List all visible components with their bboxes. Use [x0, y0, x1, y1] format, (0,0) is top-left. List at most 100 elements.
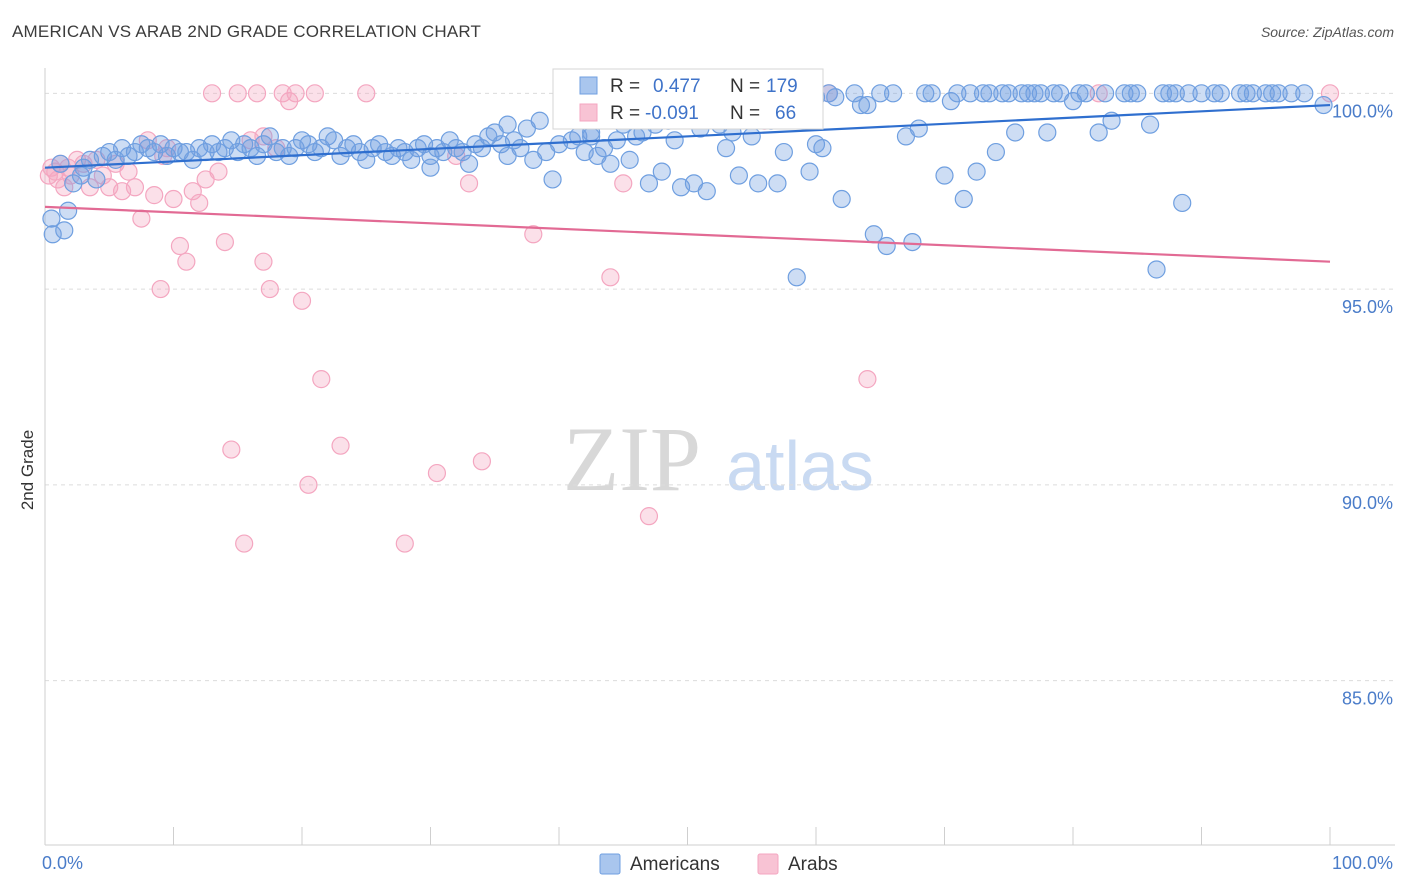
- arabs-point-46: [312, 370, 331, 389]
- arabs-point-5: [55, 178, 74, 197]
- axes: [44, 68, 1395, 846]
- americans-point-160: [1096, 84, 1115, 103]
- americans-point-36: [260, 127, 279, 146]
- arabs-point-61: [858, 370, 877, 389]
- americans-point-73: [498, 115, 517, 134]
- americans-point-1: [43, 225, 62, 244]
- americans-point-107: [716, 139, 736, 158]
- americans-point-146: [993, 84, 1012, 103]
- americans-swatch: [579, 76, 598, 95]
- americans-point-173: [1211, 84, 1230, 103]
- americans-point-99: [665, 131, 684, 150]
- arabs-point-29: [202, 84, 222, 103]
- americans-point-158: [1076, 84, 1095, 103]
- americans-point-188: [421, 158, 440, 177]
- americans-point-168: [1166, 84, 1185, 103]
- americans-point-170: [1179, 84, 1198, 103]
- americans-point-163: [1121, 84, 1140, 103]
- arabs-point-20: [145, 186, 164, 205]
- arabs-point-47: [331, 436, 350, 455]
- stats-legend-frame: [552, 68, 824, 130]
- arabs-point-34: [235, 534, 254, 553]
- arabs-point-36: [247, 84, 267, 103]
- americans-point-115: [768, 174, 787, 193]
- americans-point-133: [903, 232, 922, 252]
- americans-point-136: [922, 84, 941, 103]
- americans-point-154: [1044, 84, 1063, 103]
- americans-point-152: [1031, 84, 1050, 103]
- americans-point-153: [1038, 123, 1057, 142]
- arabs-point-31: [215, 232, 234, 252]
- arabs-point-21: [151, 279, 170, 299]
- arabs-point-17: [125, 178, 145, 197]
- americans-point-137: [935, 166, 954, 185]
- americans-point-176: [1243, 84, 1263, 103]
- americans-point-183: [1147, 260, 1166, 279]
- arabs-point-52: [459, 174, 479, 193]
- arabs-point-49: [395, 534, 414, 553]
- americans-point-148: [1006, 123, 1025, 142]
- americans-point-125: [832, 189, 851, 209]
- arabs-point-50: [427, 463, 447, 483]
- arabs-point-55: [601, 268, 620, 287]
- legend-arabs-swatch: [757, 853, 779, 875]
- arabs-point-44: [299, 475, 318, 494]
- arabs-point-45: [305, 84, 324, 103]
- americans-point-171: [1192, 84, 1211, 103]
- legend-americans-swatch: [599, 853, 621, 875]
- americans-point-142: [967, 162, 986, 181]
- americans-point-139: [948, 84, 967, 103]
- arabs-point-48: [357, 84, 376, 103]
- americans-point-181: [1295, 84, 1314, 103]
- americans-point-95: [639, 174, 659, 193]
- americans-point-124: [826, 88, 845, 107]
- americans-point-166: [1153, 84, 1173, 103]
- americans-point-3: [55, 221, 74, 240]
- americans-point-78: [530, 111, 549, 130]
- americans-point-89: [601, 154, 620, 173]
- americans-n-label: N =: [730, 76, 760, 97]
- arabs-point-42: [286, 84, 305, 103]
- y-tick-labels: 100.0% 95.0% 90.0% 85.0%: [1332, 101, 1393, 708]
- americans-point-174: [1230, 84, 1250, 103]
- americans-point-4: [59, 201, 78, 220]
- x-tick-label-0: 0.0%: [42, 853, 83, 873]
- y-tick-label-1: 95.0%: [1342, 297, 1393, 317]
- americans-point-144: [980, 84, 999, 103]
- gridlines: [45, 92, 1395, 682]
- americans-point-178: [1263, 84, 1282, 103]
- americans-point-127: [851, 95, 871, 115]
- arabs-point-37: [254, 252, 273, 271]
- americans-point-80: [543, 170, 562, 189]
- arabs-point-54: [524, 225, 543, 244]
- americans-point-116: [774, 142, 793, 162]
- y-tick-label-3: 85.0%: [1342, 689, 1393, 709]
- americans-point-143: [973, 84, 993, 103]
- arabs-point-18: [132, 209, 151, 228]
- y-tick-label-2: 90.0%: [1342, 493, 1393, 513]
- americans-point-162: [1115, 84, 1134, 103]
- arabs-r-value: -0.091: [645, 103, 699, 124]
- americans-point-126: [845, 84, 864, 103]
- americans-n-value: 179: [766, 76, 798, 97]
- americans-point-187: [498, 146, 517, 166]
- americans-point-0: [42, 209, 61, 228]
- americans-point-118: [787, 268, 806, 287]
- chart-title: AMERICAN VS ARAB 2ND GRADE CORRELATION C…: [12, 22, 482, 41]
- arabs-point-57: [639, 507, 659, 526]
- americans-point-149: [1012, 84, 1031, 103]
- arabs-point-33: [228, 84, 247, 103]
- americans-point-104: [697, 182, 716, 201]
- americans-point-180: [1282, 84, 1301, 103]
- arabs-r-label: R =: [610, 103, 640, 124]
- americans-point-172: [1205, 84, 1224, 103]
- americans-point-111: [742, 127, 761, 146]
- y-axis-label: 2nd Grade: [18, 430, 37, 510]
- arabs-n-label: N =: [730, 103, 760, 124]
- americans-point-67: [459, 154, 479, 173]
- americans-point-58: [402, 150, 421, 169]
- x-tick-labels: 0.0% 100.0%: [42, 853, 1393, 873]
- arabs-point-62: [1089, 84, 1108, 103]
- americans-r-label: R =: [610, 76, 640, 97]
